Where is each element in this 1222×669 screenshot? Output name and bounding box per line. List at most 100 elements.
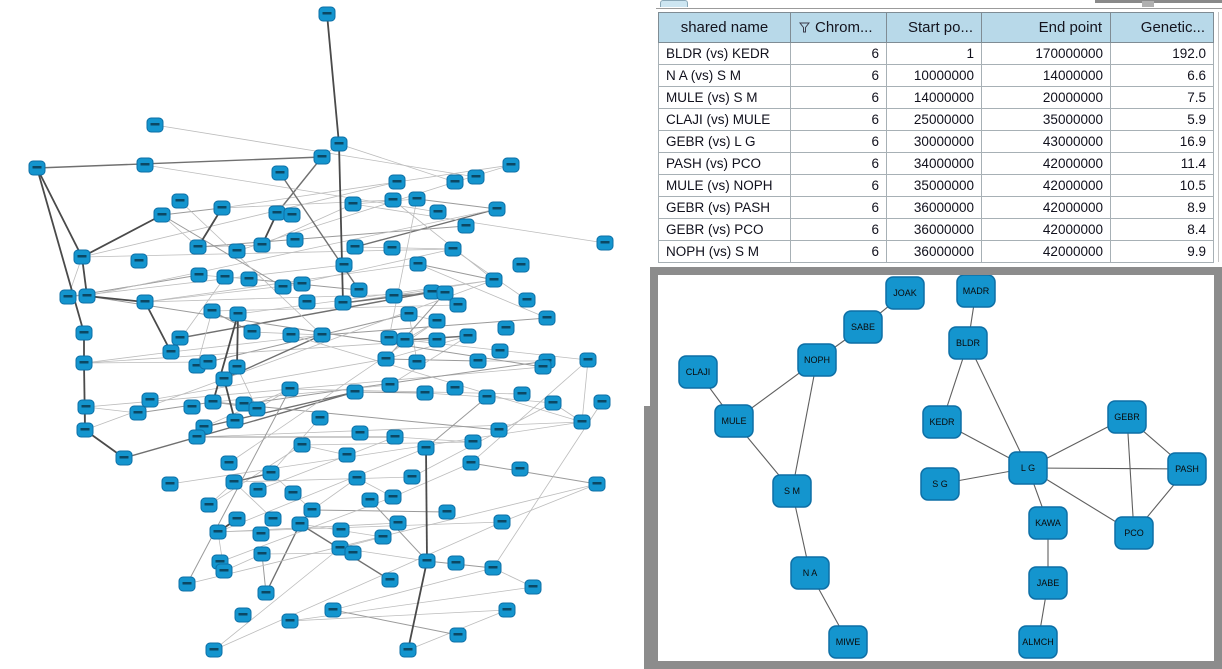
network-node-jabe[interactable] bbox=[1028, 566, 1068, 600]
cell-chromosome: 6 bbox=[790, 196, 887, 219]
network-node-madr[interactable] bbox=[956, 274, 996, 308]
network-edge[interactable] bbox=[967, 342, 1029, 469]
node-label-smudge bbox=[388, 495, 398, 498]
table-row[interactable]: MULE (vs) NOPH 6 35000000 42000000 10.5 bbox=[658, 174, 1214, 197]
cell-end_point: 35000000 bbox=[981, 108, 1111, 131]
filter-icon[interactable] bbox=[798, 20, 811, 37]
node-label-smudge bbox=[232, 517, 242, 520]
network-node-kedr[interactable] bbox=[922, 405, 962, 439]
network-node-lg[interactable] bbox=[1008, 451, 1048, 485]
network-node-gebr[interactable] bbox=[1107, 400, 1147, 434]
table-row[interactable]: NOPH (vs) S M 6 36000000 42000000 9.9 bbox=[658, 240, 1214, 263]
table-row[interactable]: CLAJI (vs) MULE 6 25000000 35000000 5.9 bbox=[658, 108, 1214, 131]
node-label-smudge bbox=[422, 559, 432, 562]
column-header-1[interactable]: Chrom... bbox=[790, 12, 887, 43]
network-edge bbox=[196, 310, 213, 367]
node-label-smudge bbox=[488, 566, 498, 569]
table-row[interactable]: PASH (vs) PCO 6 34000000 42000000 11.4 bbox=[658, 152, 1214, 175]
network-node-mule[interactable] bbox=[714, 404, 754, 438]
table-row[interactable]: MULE (vs) S M 6 14000000 20000000 7.5 bbox=[658, 86, 1214, 109]
node-label-smudge bbox=[295, 522, 305, 525]
node-label-smudge bbox=[450, 180, 460, 183]
node-label: BLDR bbox=[956, 338, 981, 348]
node-label-smudge bbox=[307, 508, 317, 511]
panel-tab-fragment[interactable] bbox=[660, 0, 688, 7]
node-label-smudge bbox=[328, 608, 338, 611]
node-label-smudge bbox=[427, 290, 437, 293]
network-edge bbox=[86, 208, 498, 297]
node-label: KEDR bbox=[929, 417, 955, 427]
column-header-2[interactable]: Start po... bbox=[886, 12, 982, 43]
network-node-pash[interactable] bbox=[1167, 452, 1207, 486]
detail-network-svg[interactable]: JOAK SABE NOPH CLAJI MULE KEDR MADR BLDR GEBR L G… bbox=[658, 274, 1214, 661]
network-node-claji[interactable] bbox=[678, 355, 718, 389]
cell-chromosome: 6 bbox=[790, 174, 887, 197]
column-header-0[interactable]: shared name bbox=[658, 12, 791, 43]
overview-network-canvas[interactable] bbox=[0, 0, 650, 669]
results-table: shared name Chrom... Start po... End point G… bbox=[658, 12, 1214, 263]
node-label-smudge bbox=[387, 246, 397, 249]
node-label-smudge bbox=[266, 471, 276, 474]
network-edge-strong bbox=[144, 301, 172, 353]
node-label-smudge bbox=[272, 211, 282, 214]
table-row[interactable]: GEBR (vs) PASH 6 36000000 42000000 8.9 bbox=[658, 196, 1214, 219]
table-row[interactable]: BLDR (vs) KEDR 6 1 170000000 192.0 bbox=[658, 42, 1214, 65]
network-edge bbox=[265, 523, 301, 594]
network-node-almch[interactable] bbox=[1018, 625, 1058, 659]
cell-chromosome: 6 bbox=[790, 86, 887, 109]
cell-chromosome: 6 bbox=[790, 218, 887, 241]
network-node-sm[interactable] bbox=[772, 474, 812, 508]
scrollbar-fragment[interactable] bbox=[644, 406, 650, 669]
table-row[interactable]: GEBR (vs) PCO 6 36000000 42000000 8.4 bbox=[658, 218, 1214, 241]
network-edge[interactable] bbox=[791, 359, 818, 492]
node-label-smudge bbox=[317, 333, 327, 336]
network-node-sg[interactable] bbox=[920, 467, 960, 501]
network-node-miwe[interactable] bbox=[828, 625, 868, 659]
table-row[interactable]: N A (vs) S M 6 10000000 14000000 6.6 bbox=[658, 64, 1214, 87]
network-node-noph[interactable] bbox=[797, 343, 837, 377]
network-edge bbox=[85, 366, 544, 408]
table-row[interactable]: GEBR (vs) L G 6 30000000 43000000 16.9 bbox=[658, 130, 1214, 153]
network-edge bbox=[149, 358, 387, 401]
network-edge bbox=[161, 214, 284, 288]
cell-chromosome: 6 bbox=[790, 240, 887, 263]
network-edge bbox=[417, 263, 548, 319]
network-edge bbox=[161, 207, 223, 216]
column-header-4[interactable]: Genetic... bbox=[1110, 12, 1214, 43]
node-label-smudge bbox=[392, 180, 402, 183]
node-label-smudge bbox=[232, 249, 242, 252]
cell-genetic: 16.9 bbox=[1110, 130, 1214, 153]
network-edge bbox=[354, 246, 454, 250]
network-node-sabe[interactable] bbox=[843, 310, 883, 344]
network-node-pco[interactable] bbox=[1114, 516, 1154, 550]
network-edge[interactable] bbox=[1027, 467, 1188, 470]
node-label-smudge bbox=[80, 428, 90, 431]
node-label-smudge bbox=[385, 578, 395, 581]
network-edge bbox=[213, 547, 341, 651]
network-edge-strong bbox=[326, 13, 340, 145]
network-edge-strong bbox=[407, 560, 428, 651]
node-label: GEBR bbox=[1114, 412, 1140, 422]
cell-shared_name: MULE (vs) NOPH bbox=[658, 174, 791, 197]
node-label-smudge bbox=[390, 435, 400, 438]
network-node-joak[interactable] bbox=[885, 276, 925, 310]
node-label-smudge bbox=[252, 407, 262, 410]
table-scrollbar-edge[interactable] bbox=[1218, 12, 1219, 262]
column-header-3[interactable]: End point bbox=[981, 12, 1111, 43]
node-label-smudge bbox=[297, 443, 307, 446]
detail-network-canvas[interactable]: JOAK SABE NOPH CLAJI MULE KEDR MADR BLDR GEBR L G… bbox=[658, 274, 1214, 661]
node-label-smudge bbox=[134, 259, 144, 262]
node-label-smudge bbox=[77, 255, 87, 258]
network-node-kawa[interactable] bbox=[1028, 506, 1068, 540]
network-overview-panel[interactable] bbox=[0, 0, 650, 669]
network-edge[interactable] bbox=[1126, 416, 1135, 534]
node-label-smudge bbox=[407, 475, 417, 478]
cell-end_point: 14000000 bbox=[981, 64, 1111, 87]
node-label-smudge bbox=[336, 528, 346, 531]
cell-end_point: 170000000 bbox=[981, 42, 1111, 65]
node-label-smudge bbox=[253, 488, 263, 491]
network-node-na[interactable] bbox=[790, 556, 830, 590]
network-node-bldr[interactable] bbox=[948, 326, 988, 360]
network-edge bbox=[83, 351, 172, 364]
